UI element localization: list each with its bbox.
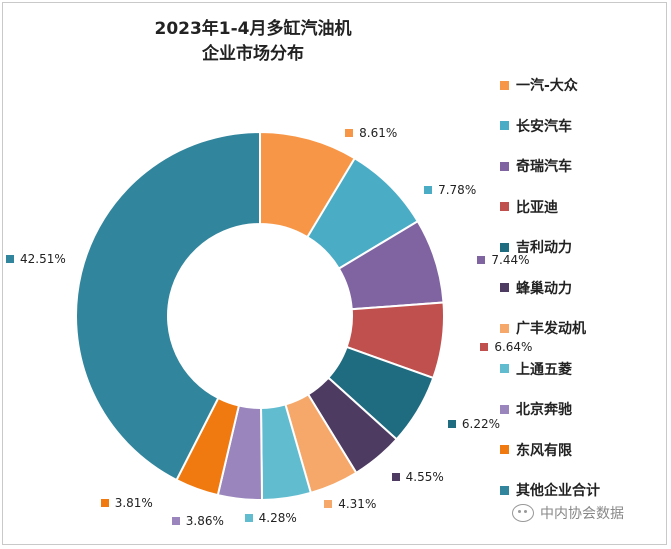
data-label-marker [345, 128, 354, 137]
data-label-marker [424, 185, 433, 194]
donut-slice [75, 130, 261, 482]
legend-item: 奇瑞汽车 [500, 155, 572, 177]
legend-item: 其他企业合计 [500, 479, 600, 501]
legend-swatch [500, 485, 509, 495]
data-label: 8.61% [343, 125, 400, 140]
data-label: 7.78% [422, 182, 479, 197]
data-label-text: 8.61% [359, 125, 398, 140]
legend-label: 北京奔驰 [516, 402, 572, 418]
legend-item: 比亚迪 [500, 196, 558, 218]
chart-title-line-1: 2023年1-4月多缸汽油机 [154, 19, 352, 39]
data-label: 4.55% [389, 470, 446, 485]
data-label-text: 42.51% [20, 252, 66, 267]
data-label-marker [447, 420, 456, 429]
legend-swatch [500, 323, 509, 333]
legend-item: 长安汽车 [500, 115, 572, 137]
data-label-marker [244, 514, 253, 523]
legend-swatch [500, 445, 509, 454]
legend-item: 东风有限 [500, 439, 572, 461]
legend-swatch [500, 283, 509, 292]
data-label-marker [171, 516, 180, 525]
legend-label: 比亚迪 [516, 199, 558, 216]
legend-label: 奇瑞汽车 [516, 159, 572, 175]
legend-swatch [500, 202, 509, 211]
legend-item: 北京奔驰 [500, 398, 572, 420]
legend-label: 广丰发动机 [516, 321, 586, 337]
data-label-text: 7.78% [438, 182, 477, 197]
legend-swatch [500, 404, 509, 414]
data-label: 6.22% [445, 417, 503, 432]
data-label-marker [391, 473, 400, 482]
data-label: 42.51% [4, 252, 68, 267]
data-label-text: 6.64% [494, 339, 533, 354]
legend-item: 吉利动力 [500, 236, 572, 258]
chart-title-line-2: 企业市场分布 [202, 44, 304, 64]
data-label-text: 4.55% [405, 470, 444, 485]
legend-label: 东风有限 [516, 442, 572, 459]
legend-label: 一汽-大众 [516, 78, 578, 94]
legend-swatch [500, 121, 509, 130]
watermark-text: 中内协会数据 [540, 506, 624, 522]
data-label: 3.81% [98, 495, 155, 510]
data-label-text: 7.44% [491, 253, 530, 268]
data-label: 7.44% [475, 253, 532, 268]
data-label: 6.64% [478, 339, 535, 354]
data-label-marker [477, 256, 486, 265]
wechat-icon [512, 504, 534, 522]
data-label-marker [6, 255, 14, 264]
legend-swatch [500, 161, 509, 171]
data-label-text: 4.31% [338, 497, 377, 512]
data-label-marker [480, 342, 489, 351]
legend-label: 蜂巢动力 [516, 280, 572, 297]
legend-item: 蜂巢动力 [500, 277, 572, 299]
legend-item: 一汽-大众 [500, 74, 578, 96]
data-label-text: 6.22% [461, 417, 501, 432]
data-label-text: 3.86% [185, 513, 224, 528]
data-label: 3.86% [169, 513, 226, 528]
legend-label: 吉利动力 [516, 240, 572, 256]
data-label-marker [100, 498, 109, 507]
legend-label: 长安汽车 [516, 118, 572, 135]
legend-label: 其他企业合计 [516, 483, 600, 499]
chart-title: 2023年1-4月多缸汽油机 企业市场分布 [3, 17, 503, 67]
data-label: 4.28% [242, 511, 299, 526]
legend-swatch [500, 242, 509, 252]
data-label-text: 3.81% [114, 495, 153, 510]
watermark: 中内协会数据 [512, 503, 624, 523]
data-label-text: 4.28% [258, 511, 297, 526]
data-label-marker [324, 500, 333, 509]
data-label: 4.31% [322, 497, 379, 512]
legend-swatch [500, 80, 509, 90]
legend-item: 上通五菱 [500, 358, 572, 380]
legend-label: 上通五菱 [516, 361, 572, 378]
legend-swatch [500, 364, 509, 373]
legend-item: 广丰发动机 [500, 317, 586, 339]
